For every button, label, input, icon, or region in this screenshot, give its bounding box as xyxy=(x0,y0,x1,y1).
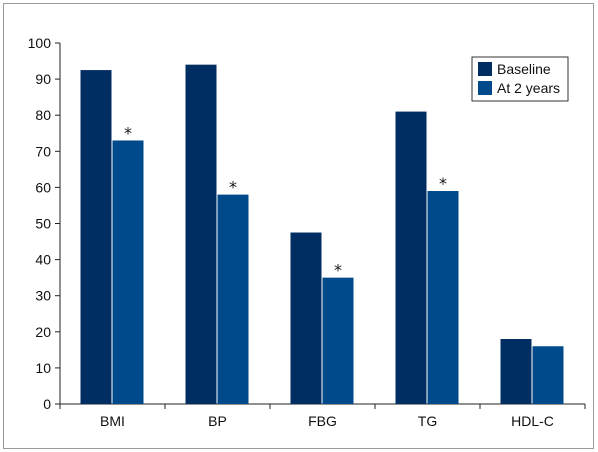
x-tick-label: HDL-C xyxy=(511,413,554,429)
legend-swatch xyxy=(478,81,492,95)
significance-marker: * xyxy=(334,261,342,280)
y-tick-label: 60 xyxy=(35,179,51,195)
y-tick-label: 90 xyxy=(35,71,51,87)
y-tick-label: 100 xyxy=(28,35,52,51)
bar-baseline-bmi xyxy=(80,70,112,404)
y-tick-label: 40 xyxy=(35,252,51,268)
bar-at-2-years-fbg xyxy=(322,277,354,404)
y-tick-label: 80 xyxy=(35,107,51,123)
y-tick-label: 50 xyxy=(35,216,51,232)
x-tick-label: FBG xyxy=(308,413,337,429)
y-tick-label: 20 xyxy=(35,324,51,340)
x-tick-label: BP xyxy=(208,413,227,429)
bar-at-2-years-bp xyxy=(217,194,249,404)
bar-at-2-years-hdl-c xyxy=(532,346,564,404)
x-tick-label: BMI xyxy=(100,413,125,429)
legend-swatch xyxy=(478,62,492,76)
legend-label: Baseline xyxy=(497,61,551,77)
legend-label: At 2 years xyxy=(497,80,560,96)
bar-at-2-years-tg xyxy=(427,191,459,404)
y-tick-label: 0 xyxy=(43,396,51,412)
significance-marker: * xyxy=(229,178,237,197)
bar-baseline-hdl-c xyxy=(500,339,532,404)
y-tick-label: 30 xyxy=(35,288,51,304)
bar-at-2-years-bmi xyxy=(112,140,144,404)
x-tick-label: TG xyxy=(418,413,437,429)
significance-marker: * xyxy=(439,174,447,193)
y-tick-label: 10 xyxy=(35,360,51,376)
bar-baseline-fbg xyxy=(290,232,322,404)
y-tick-label: 70 xyxy=(35,143,51,159)
bar-baseline-bp xyxy=(185,64,217,404)
significance-marker: * xyxy=(124,123,132,142)
bar-baseline-tg xyxy=(395,111,427,404)
